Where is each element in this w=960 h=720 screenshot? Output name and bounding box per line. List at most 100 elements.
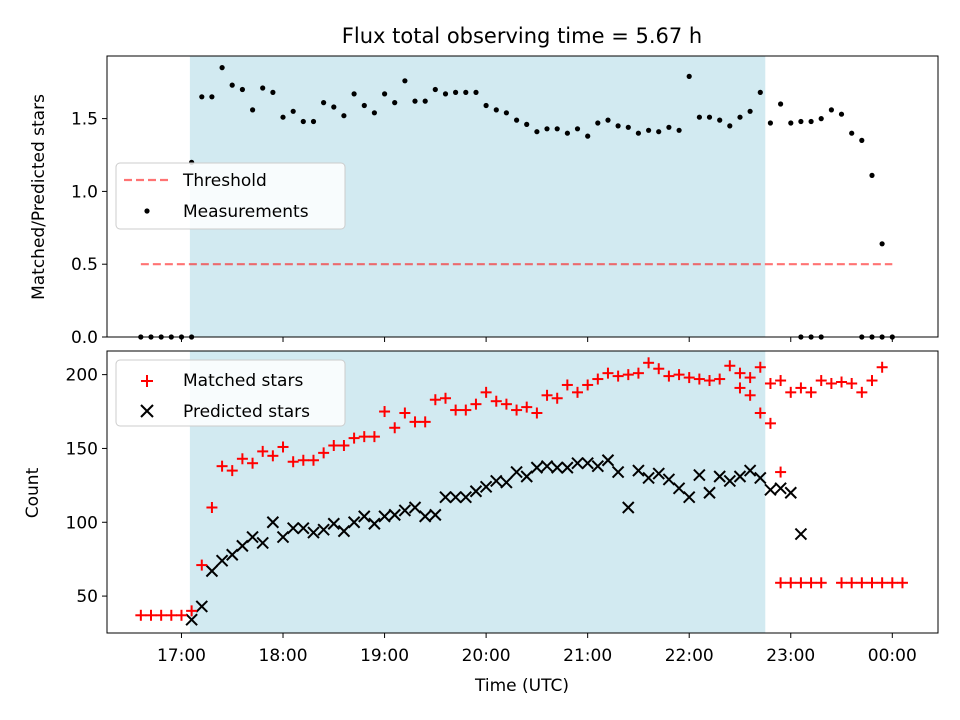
matched-point [267, 450, 279, 462]
measurement-point [635, 130, 642, 136]
predicted-point [652, 467, 665, 480]
legend-predicted-swatch [140, 404, 154, 418]
y-tick-label-top: 0.5 [71, 255, 98, 275]
measurement-point [290, 108, 296, 114]
predicted-point [591, 459, 605, 473]
y-axis-label-bottom: Count [23, 467, 43, 518]
matched-point [155, 609, 167, 621]
legend-top-box [115, 162, 346, 230]
measurement-point [331, 104, 337, 110]
matched-point [490, 395, 502, 407]
top-xticks [180, 337, 893, 342]
matched-point [693, 373, 705, 385]
matched-point [846, 577, 858, 589]
matched-point [632, 367, 644, 379]
measurement-point [767, 120, 774, 126]
matched-point [836, 577, 848, 589]
matched-point [470, 398, 482, 410]
matched-point [754, 407, 766, 419]
matched-point [795, 577, 807, 589]
predicted-point [764, 483, 777, 496]
measurement-point [849, 130, 855, 136]
measurement-point [229, 82, 235, 88]
matched-point [764, 417, 776, 429]
measurement-point [666, 124, 672, 130]
predicted-point [510, 465, 523, 479]
matched-point [429, 394, 441, 406]
measurement-point [432, 86, 438, 93]
predicted-point [469, 485, 483, 498]
measurement-point [585, 133, 591, 139]
measurement-point [676, 127, 682, 133]
matched-point [876, 577, 888, 589]
measurement-point [696, 114, 703, 120]
matched-point [358, 431, 370, 443]
measurement-point [463, 89, 469, 95]
measurement-point [442, 91, 449, 97]
matched-point [297, 454, 309, 466]
matched-point [287, 456, 299, 468]
matched-point [673, 369, 685, 381]
predicted-point [490, 474, 503, 488]
matched-point [795, 382, 807, 394]
measurement-point [514, 117, 520, 123]
predicted-point [429, 508, 442, 522]
measurement-point [209, 94, 215, 100]
predicted-point [347, 516, 361, 529]
predicted-point [743, 464, 757, 477]
measurement-point [534, 129, 540, 135]
y-tick-label-top: 1.5 [71, 110, 98, 130]
measurement-point [615, 123, 621, 129]
matched-point [785, 386, 797, 398]
predicted-point [662, 473, 676, 486]
matched-point [450, 404, 462, 416]
matched-point [551, 392, 563, 404]
measurement-point [706, 114, 713, 120]
matched-point [866, 577, 878, 589]
measurement-point [727, 123, 733, 129]
matched-point [653, 363, 665, 375]
x-axis-label: Time (UTC) [474, 676, 569, 696]
matched-point [714, 373, 726, 385]
matched-point [226, 465, 238, 477]
matched-point [775, 375, 787, 387]
measurement-point [757, 89, 763, 95]
top-panel: 0.0 0.5 1.0 1.5 Flux total observing time =… [29, 24, 939, 348]
matched-point [704, 375, 716, 387]
matched-point [775, 577, 787, 589]
matched-point [531, 407, 543, 419]
predicted-point [794, 527, 808, 541]
measurement-point [574, 126, 581, 132]
measurement-point [778, 101, 784, 107]
matched-point [318, 447, 330, 459]
predicted-point [530, 461, 544, 474]
bottom-xticks: 17:00 18:00 19:00 20:00 21:00 22:00 23:00 00:00 [157, 633, 917, 666]
matched-point [368, 431, 380, 443]
matched-point [247, 457, 259, 469]
measurement-point [879, 241, 885, 247]
measurement-point [554, 126, 560, 132]
matched-point [856, 386, 868, 398]
matched-point [145, 609, 157, 621]
measurement-point [321, 100, 327, 106]
predicted-point [683, 490, 696, 504]
x-tick-label: 18:00 [259, 646, 308, 666]
matched-point [836, 376, 848, 388]
matched-point [541, 389, 553, 401]
matched-point [338, 439, 350, 451]
legend-threshold-label: Threshold [182, 171, 267, 191]
predicted-point [185, 613, 198, 626]
matched-point [683, 372, 695, 384]
legend-matched-swatch [141, 375, 153, 387]
predicted-point [307, 526, 320, 539]
predicted-point [276, 530, 290, 544]
y-tick-label-bottom: 50 [76, 587, 98, 607]
predicted-point [459, 490, 473, 504]
matched-point [521, 401, 533, 413]
matched-point [511, 404, 523, 416]
measurement-point [717, 117, 723, 123]
predicted-point [449, 490, 462, 504]
predicted-point [266, 516, 280, 529]
measurement-point [747, 108, 753, 114]
predicted-point [398, 504, 412, 517]
